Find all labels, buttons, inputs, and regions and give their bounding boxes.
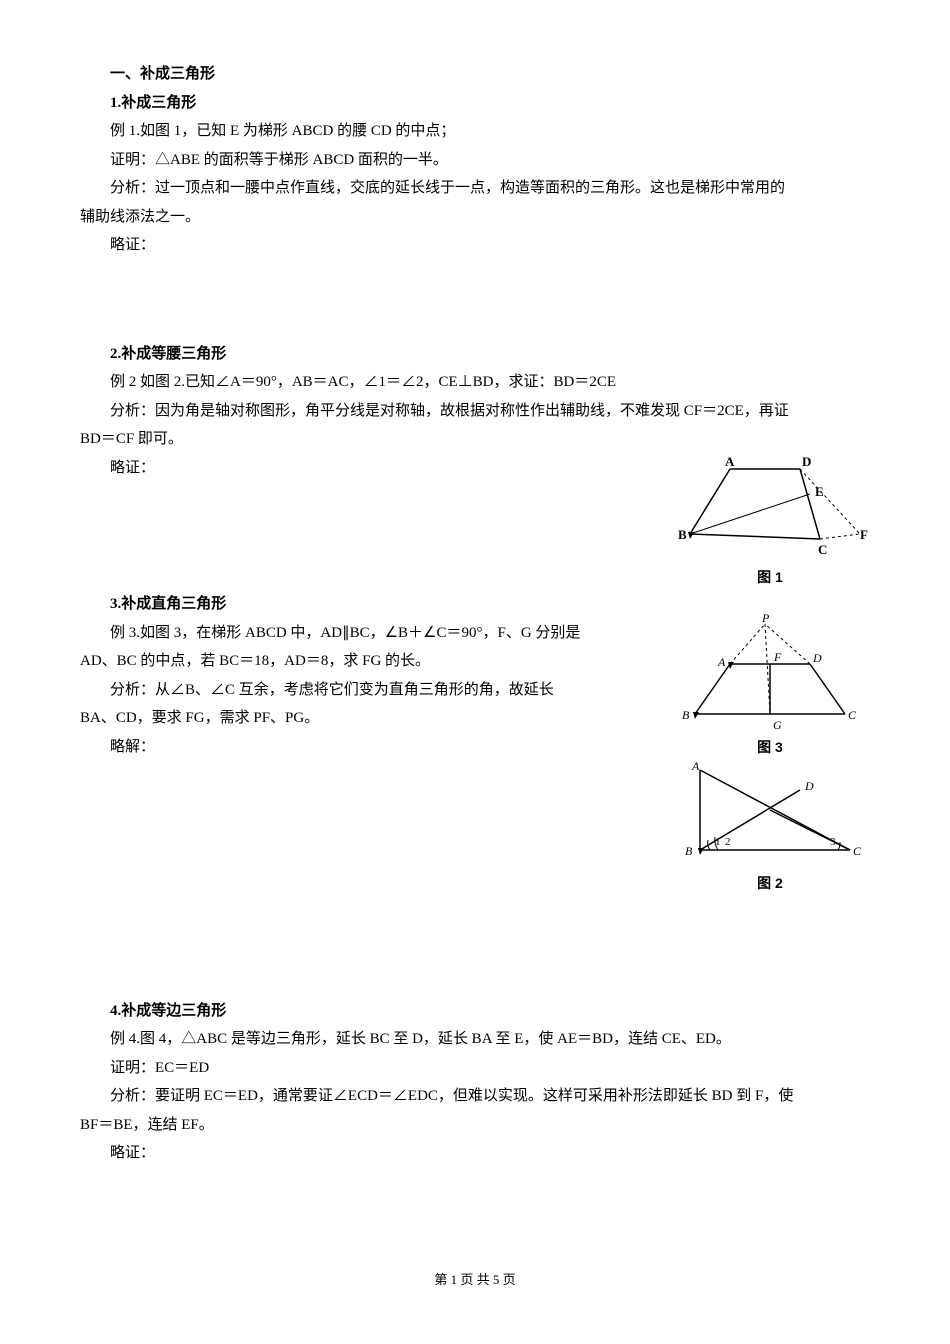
document-content: 一、补成三角形 1.补成三角形 例 1.如图 1，已知 E 为梯形 ABCD 的… [80, 60, 870, 1168]
fig3-label-a: A [717, 655, 726, 669]
figure-1-svg: A D B C E F [670, 454, 870, 564]
figure-1-container: A D B C E F 图 1 [670, 454, 870, 591]
fig3-label-d: D [812, 651, 822, 665]
sub-4-analysis-2: BF＝BE，连结 EF。 [80, 1111, 870, 1140]
fig3-label-f: F [773, 650, 782, 664]
sub-1-analysis-2: 辅助线添法之一。 [80, 203, 870, 232]
fig1-label-b: B [678, 527, 687, 542]
sub-1-example: 例 1.如图 1，已知 E 为梯形 ABCD 的腰 CD 的中点； [80, 117, 870, 146]
section-1-heading: 一、补成三角形 [80, 60, 870, 89]
figure-2-svg: A B C D 1 2 3 [670, 760, 870, 870]
fig3-label-g: G [773, 718, 782, 732]
fig1-label-a: A [725, 454, 735, 469]
figure-1-caption: 图 1 [670, 564, 870, 591]
sub-1-title: 1.补成三角形 [80, 89, 870, 118]
fig3-label-p: P [761, 614, 770, 625]
fig3-label-c: C [848, 708, 857, 722]
figure-3-caption: 图 3 [670, 734, 870, 761]
sub-1-brief: 略证： [80, 231, 870, 260]
sub-2-analysis: 分析：因为角是轴对称图形，角平分线是对称轴，故根据对称性作出辅助线，不难发现 C… [80, 397, 870, 426]
sub-4-title: 4.补成等边三角形 [80, 997, 870, 1026]
sub-4-proof-label: 证明：EC＝ED [80, 1054, 870, 1083]
sub-4-analysis: 分析：要证明 EC＝ED，通常要证∠ECD＝∠EDC，但难以实现。这样可采用补形… [80, 1082, 870, 1111]
sub-4-example: 例 4.图 4，△ABC 是等边三角形，延长 BC 至 D，延长 BA 至 E，… [80, 1025, 870, 1054]
sub-2-example: 例 2 如图 2.已知∠A＝90°，AB＝AC，∠1＝∠2，CE⊥BD，求证：B… [80, 368, 870, 397]
fig2-label-2: 2 [725, 836, 731, 848]
figure-3-svg: P A D F B C G [670, 614, 870, 734]
page-footer: 第 1 页 共 5 页 [80, 1268, 870, 1293]
figure-3-container: P A D F B C G 图 3 A B C D 1 2 3 [670, 614, 870, 897]
fig2-label-b: B [685, 844, 693, 858]
sub-2-analysis-2: BD＝CF 即可。 [80, 425, 870, 454]
fig1-label-f: F [860, 527, 868, 542]
sub-1-proof-label: 证明：△ABE 的面积等于梯形 ABCD 面积的一半。 [80, 146, 870, 175]
sub-4-brief: 略证： [80, 1139, 870, 1168]
figure-2-caption: 图 2 [670, 870, 870, 897]
fig1-label-c: C [818, 542, 827, 557]
fig2-label-a: A [691, 760, 700, 773]
fig2-label-3: 3 [830, 836, 836, 848]
sub-2-title: 2.补成等腰三角形 [80, 340, 870, 369]
fig2-label-c: C [853, 844, 862, 858]
fig1-label-e: E [815, 484, 824, 499]
sub-1-analysis: 分析：过一顶点和一腰中点作直线，交底的延长线于一点，构造等面积的三角形。这也是梯… [80, 174, 870, 203]
fig2-label-d: D [804, 779, 814, 793]
fig1-label-d: D [802, 454, 811, 469]
fig3-label-b: B [682, 708, 690, 722]
